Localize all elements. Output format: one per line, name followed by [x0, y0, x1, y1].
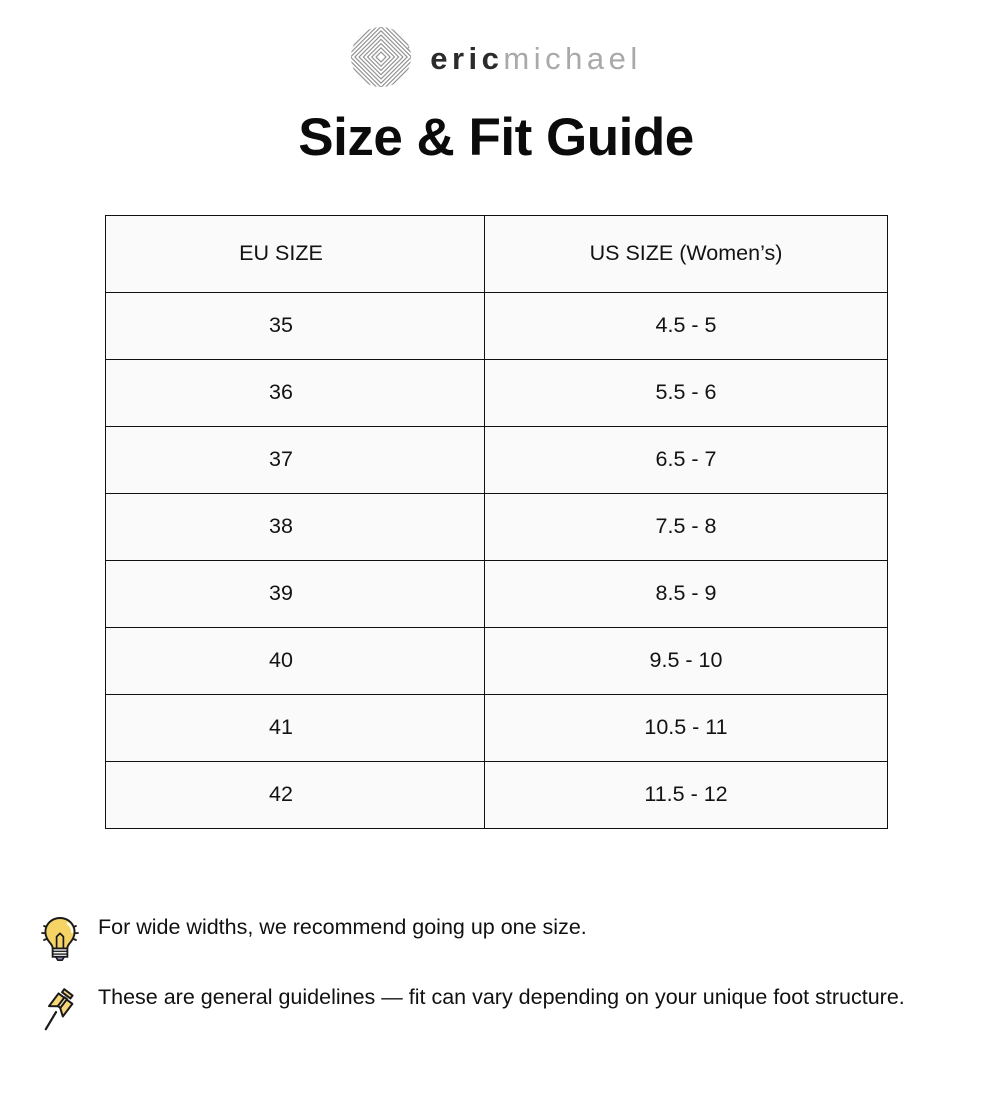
cell-us-size: 5.5 - 6 — [484, 358, 888, 427]
size-chart-container: EU SIZE US SIZE (Women’s) 35 4.5 - 5 36 5.5… — [105, 214, 888, 829]
table-header: EU SIZE US SIZE (Women’s) — [105, 214, 888, 293]
cell-eu-size: 37 — [105, 425, 485, 494]
table-row: 36 5.5 - 6 — [105, 358, 888, 427]
cell-us-size: 4.5 - 5 — [484, 291, 888, 360]
cell-us-size: 9.5 - 10 — [484, 626, 888, 695]
column-header-us-size: US SIZE (Women’s) — [484, 214, 888, 293]
note-item: These are general guidelines — fit can v… — [38, 982, 968, 1032]
table-row: 40 9.5 - 10 — [105, 626, 888, 695]
cell-eu-size: 38 — [105, 492, 485, 561]
brand-wordmark-bold: eric — [430, 40, 504, 76]
note-text: For wide widths, we recommend going up o… — [98, 915, 587, 939]
brand-wordmark-light: michael — [503, 40, 642, 76]
page-title: Size & Fit Guide — [298, 108, 694, 167]
brand-logo: ericmichael — [0, 0, 992, 88]
concentric-diamond-logo-icon — [350, 26, 413, 88]
cell-us-size: 6.5 - 7 — [484, 425, 888, 494]
cell-us-size: 10.5 - 11 — [484, 693, 888, 762]
light-bulb-icon — [38, 914, 82, 962]
table-body: 35 4.5 - 5 36 5.5 - 6 37 6.5 - 7 38 7.5 - 8 39 8.… — [105, 291, 888, 829]
table-row: 35 4.5 - 5 — [105, 291, 888, 360]
cell-eu-size: 42 — [105, 760, 485, 829]
brand-wordmark: ericmichael — [430, 43, 642, 74]
cell-eu-size: 40 — [105, 626, 485, 695]
cell-us-size: 8.5 - 9 — [484, 559, 888, 628]
table-row: 38 7.5 - 8 — [105, 492, 888, 561]
table-row: 41 10.5 - 11 — [105, 693, 888, 762]
cell-eu-size: 35 — [105, 291, 485, 360]
cell-eu-size: 39 — [105, 559, 485, 628]
pushpin-icon — [38, 984, 82, 1032]
table-row: 37 6.5 - 7 — [105, 425, 888, 494]
cell-eu-size: 36 — [105, 358, 485, 427]
fit-notes: For wide widths, we recommend going up o… — [38, 912, 968, 1052]
table-row: 39 8.5 - 9 — [105, 559, 888, 628]
size-conversion-table: EU SIZE US SIZE (Women’s) 35 4.5 - 5 36 5.5… — [105, 214, 888, 829]
cell-us-size: 7.5 - 8 — [484, 492, 888, 561]
table-header-row: EU SIZE US SIZE (Women’s) — [105, 214, 888, 293]
table-row: 42 11.5 - 12 — [105, 760, 888, 829]
note-text: These are general guidelines — fit can v… — [98, 985, 905, 1009]
cell-us-size: 11.5 - 12 — [484, 760, 888, 829]
note-item: For wide widths, we recommend going up o… — [38, 912, 968, 962]
column-header-eu-size: EU SIZE — [105, 214, 485, 293]
cell-eu-size: 41 — [105, 693, 485, 762]
